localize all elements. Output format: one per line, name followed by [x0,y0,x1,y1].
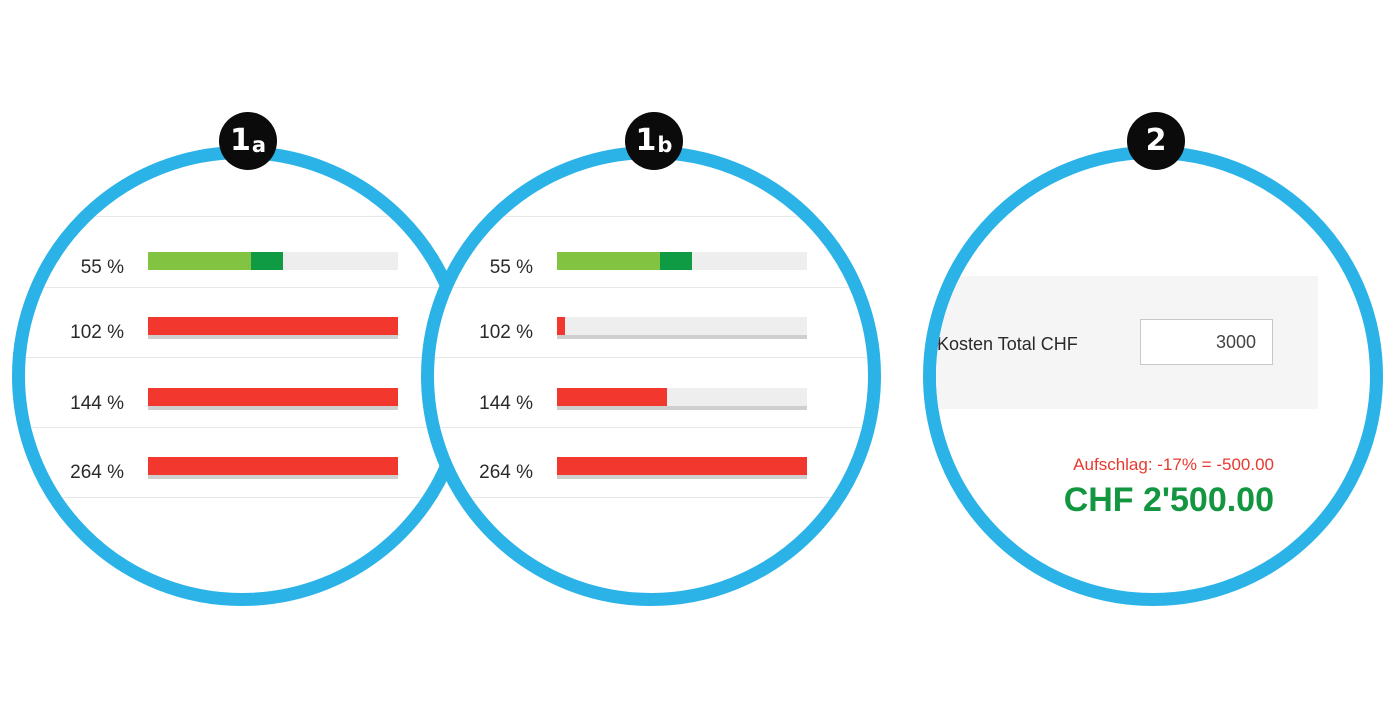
badge-number: 1 [635,123,657,158]
cost-panel: e Kosten Total CHF Aufschlag: -17% = -50… [936,159,1370,593]
row-divider [25,427,459,428]
progress-track-shadow [557,475,807,479]
badge-number: 2 [1145,123,1167,158]
progress-fill [557,252,660,270]
percent-label: 144 % [479,393,533,414]
progress-table-1a: 55 % 102 % 144 % 264 % [25,159,459,593]
total-price: CHF 2'500.00 [1063,481,1274,519]
badge-letter: b [657,132,673,157]
progress-track-shadow [148,406,398,410]
progress-fill [148,457,398,475]
progress-fill [148,388,398,406]
percent-label: 144 % [70,393,124,414]
row-divider [434,427,868,428]
progress-track-shadow [557,406,807,410]
progress-track-shadow [148,335,398,339]
progress-row: 264 % [25,454,459,494]
progress-bar [148,252,398,270]
row-divider [25,497,459,498]
progress-row: 264 % [434,454,868,494]
progress-fill [659,252,692,270]
progress-row: 144 % [25,385,459,425]
kosten-total-input[interactable] [1140,319,1273,365]
badge-letter: a [251,132,267,157]
progress-row: 102 % [434,314,868,354]
progress-bar [557,457,807,479]
row-divider [25,287,459,288]
percent-label: 55 % [489,257,533,278]
progress-fill [557,457,807,475]
badge-number: 1 [229,123,251,158]
progress-fill [148,252,251,270]
row-divider [25,216,459,217]
percent-label: 264 % [479,462,533,483]
row-divider [434,357,868,358]
percent-label: 102 % [70,322,124,343]
progress-row: 55 % [434,249,868,289]
progress-bar [557,388,807,410]
progress-bar [557,317,807,339]
progress-fill [557,388,667,406]
row-divider [434,216,868,217]
progress-row: 55 % [25,249,459,289]
badge-2: 2 [1127,112,1185,170]
kosten-total-label: e Kosten Total CHF [923,334,1078,354]
row-divider [434,287,868,288]
aufschlag-text: Aufschlag: -17% = -500.00 [1073,455,1274,474]
percent-label: 102 % [479,322,533,343]
row-divider [434,497,868,498]
progress-track-shadow [148,475,398,479]
progress-row: 144 % [434,385,868,425]
progress-row: 102 % [25,314,459,354]
progress-track-shadow [557,335,807,339]
magnifier-circle-1b: 55 % 102 % 144 % 264 % [421,146,881,606]
progress-bar [148,388,398,410]
percent-label: 55 % [80,257,124,278]
progress-fill [250,252,283,270]
percent-label: 264 % [70,462,124,483]
progress-fill [557,317,565,335]
progress-bar [148,317,398,339]
progress-fill [148,317,398,335]
row-divider [25,357,459,358]
progress-bar [557,252,807,270]
magnifier-circle-1a: 55 % 102 % 144 % 264 % [12,146,472,606]
cost-input-panel: e Kosten Total CHF [936,276,1318,409]
magnifier-circle-2: e Kosten Total CHF Aufschlag: -17% = -50… [923,146,1383,606]
progress-table-1b: 55 % 102 % 144 % 264 % [434,159,868,593]
progress-bar [148,457,398,479]
